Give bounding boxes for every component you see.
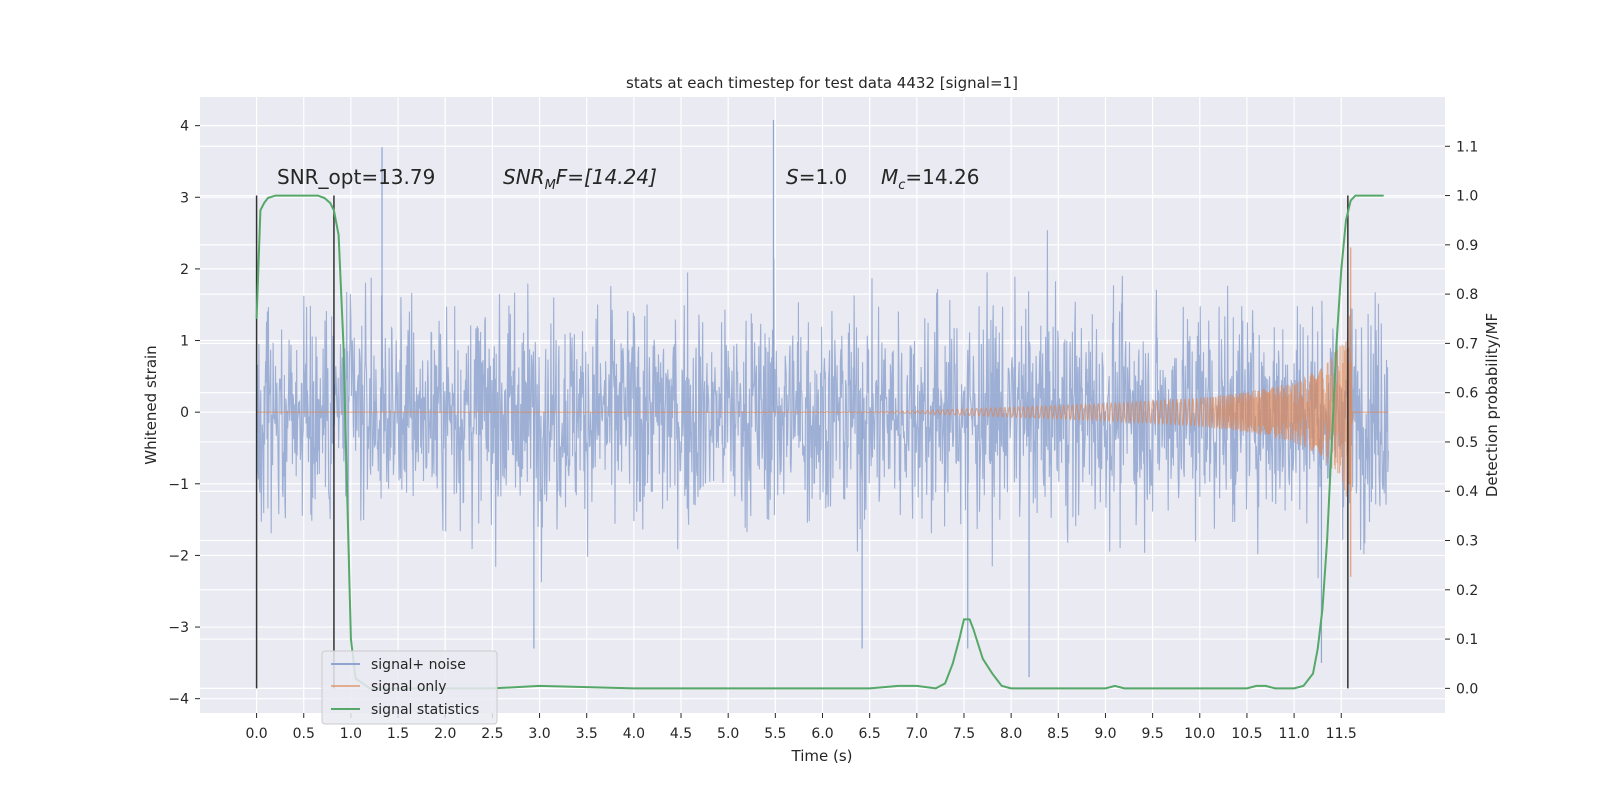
x-tick-label: 0.0 xyxy=(245,726,267,742)
y2-tick-label: 0.5 xyxy=(1456,435,1478,451)
x-tick-label: 7.0 xyxy=(906,726,928,742)
y2-tick-label: 0.8 xyxy=(1456,287,1478,303)
y-tick-label: 0 xyxy=(180,405,189,421)
x-tick-label: 1.5 xyxy=(387,726,409,742)
y-tick-label: −4 xyxy=(168,692,189,708)
annotation-snr-mf: SNRMF=[14.24] xyxy=(503,165,657,193)
signal-statistics-series xyxy=(255,194,1384,690)
tick-layer: 0.0 0.5 1.0 1.5 2.0 2.5 3.0 3.5 4.0 4.5 5.0 5.5 6.0 6… xyxy=(168,119,1478,742)
x-tick-label: 2.0 xyxy=(434,726,456,742)
legend-label-signal-noise: signal+ noise xyxy=(371,657,466,673)
vertical-markers xyxy=(255,195,1349,689)
y2-tick-label: 0.9 xyxy=(1456,238,1478,254)
x-tick-label: 8.0 xyxy=(1000,726,1022,742)
x-tick-label: 11.5 xyxy=(1326,726,1357,742)
y2-tick-label: 1.1 xyxy=(1456,139,1478,155)
legend-label-signal-statistics: signal statistics xyxy=(371,702,479,718)
x-tick-label: 9.0 xyxy=(1094,726,1116,742)
x-tick-label: 1.0 xyxy=(340,726,362,742)
y-tick-label: 4 xyxy=(180,119,189,135)
y2-tick-label: 0.6 xyxy=(1456,386,1478,402)
signal-statistics-line xyxy=(255,194,1384,690)
annotation-s: S=1.0 xyxy=(786,165,847,189)
x-tick-label: 2.5 xyxy=(481,726,503,742)
y-tick-label: 2 xyxy=(180,262,189,278)
grid xyxy=(200,97,1445,713)
chart-title: stats at each timestep for test data 443… xyxy=(626,74,1018,92)
y-axis-label: Whitened strain xyxy=(142,345,160,464)
signal-only-line xyxy=(256,315,1389,500)
x-tick-label: 0.5 xyxy=(293,726,315,742)
annotation-mc: Mc=14.26 xyxy=(881,165,979,193)
y2-tick-label: 0.4 xyxy=(1456,484,1478,500)
x-tick-label: 9.5 xyxy=(1141,726,1163,742)
x-tick-label: 11.0 xyxy=(1279,726,1310,742)
y2-tick-label: 0.7 xyxy=(1456,336,1478,352)
x-tick-label: 6.0 xyxy=(811,726,833,742)
x-tick-label: 4.5 xyxy=(670,726,692,742)
signal-noise-line xyxy=(256,230,1389,583)
x-tick-label: 6.5 xyxy=(859,726,881,742)
x-tick-label: 7.5 xyxy=(953,726,975,742)
y2-tick-label: 0.0 xyxy=(1456,681,1478,697)
y-tick-label: −1 xyxy=(168,477,189,493)
x-tick-label: 3.5 xyxy=(576,726,598,742)
x-tick-label: 10.5 xyxy=(1231,726,1262,742)
legend-label-signal-only: signal only xyxy=(371,679,446,695)
x-tick-label: 5.0 xyxy=(717,726,739,742)
y2-tick-label: 0.2 xyxy=(1456,583,1478,599)
y2-tick-label: 0.1 xyxy=(1456,632,1478,648)
legend-box xyxy=(321,650,498,725)
annotation-snr-opt: SNR_opt=13.79 xyxy=(277,165,435,189)
y2-tick-label: 1.0 xyxy=(1456,189,1478,205)
y2-tick-label: 0.3 xyxy=(1456,534,1478,550)
y-tick-label: −2 xyxy=(168,548,189,564)
x-tick-label: 3.0 xyxy=(528,726,550,742)
legend: signal+ noise signal only signal statist… xyxy=(321,650,498,725)
signal-only-series xyxy=(256,247,1389,577)
x-tick-label: 5.5 xyxy=(764,726,786,742)
x-tick-label: 4.0 xyxy=(623,726,645,742)
signal-plus-noise-series xyxy=(256,119,1389,678)
y-tick-label: 1 xyxy=(180,334,189,350)
x-tick-label: 10.0 xyxy=(1184,726,1215,742)
y-tick-label: 3 xyxy=(180,190,189,206)
y2-axis-label: Detection probability/MF xyxy=(1483,313,1501,497)
x-axis-label: Time (s) xyxy=(791,747,853,765)
y-tick-label: −3 xyxy=(168,620,189,636)
x-tick-label: 8.5 xyxy=(1047,726,1069,742)
